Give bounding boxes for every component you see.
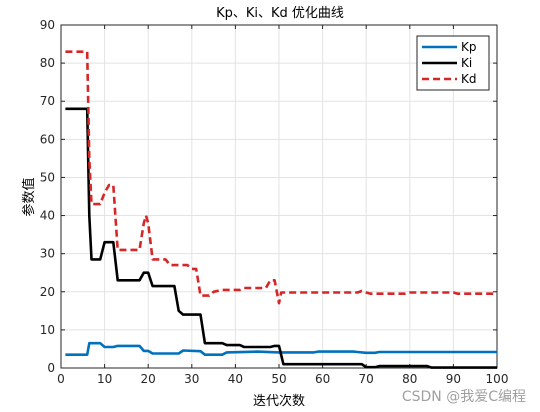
x-tick-label: 0 xyxy=(57,372,65,386)
legend: Kp Ki Kd xyxy=(416,35,490,91)
y-tick-label: 60 xyxy=(40,132,55,146)
x-tick-label: 70 xyxy=(359,372,374,386)
y-tick-label: 30 xyxy=(40,247,55,261)
y-tick-label: 80 xyxy=(40,56,55,70)
x-tick-label: 100 xyxy=(486,372,509,386)
legend-label-kp: Kp xyxy=(461,40,477,54)
x-tick-label: 10 xyxy=(97,372,112,386)
legend-label-ki: Ki xyxy=(461,56,472,70)
y-tick-label: 20 xyxy=(40,285,55,299)
grid xyxy=(61,25,497,368)
y-tick-label: 40 xyxy=(40,209,55,223)
x-axis-label: 迭代次数 xyxy=(253,393,305,409)
x-tick-label: 20 xyxy=(141,372,156,386)
series-line-kd xyxy=(65,50,497,305)
y-tick-label: 90 xyxy=(40,18,55,32)
x-tick-label: 50 xyxy=(271,372,286,386)
x-tick-label: 30 xyxy=(184,372,199,386)
y-axis-label: 参数值 xyxy=(21,177,37,216)
watermark-text: CSDN @我爱C编程 xyxy=(401,389,526,405)
series-line-ki xyxy=(65,107,497,369)
y-tick-label: 10 xyxy=(40,323,55,337)
y-tick-label: 0 xyxy=(47,361,55,375)
x-tick-label: 80 xyxy=(402,372,417,386)
x-tick-label: 90 xyxy=(446,372,461,386)
x-tick-label: 40 xyxy=(228,372,243,386)
y-tick-label: 50 xyxy=(40,170,55,184)
series-lines xyxy=(65,50,497,369)
legend-label-kd: Kd xyxy=(461,72,477,86)
x-tick-label: 60 xyxy=(315,372,330,386)
y-tick-label: 70 xyxy=(40,94,55,108)
series-line-kp xyxy=(65,341,497,356)
axis-ticks: 0 10 20 30 40 50 60 70 80 90 100 0 10 20 30 40 50 60 70 80 9… xyxy=(40,18,509,386)
chart-title: Kp、Ki、Kd 优化曲线 xyxy=(216,6,344,21)
